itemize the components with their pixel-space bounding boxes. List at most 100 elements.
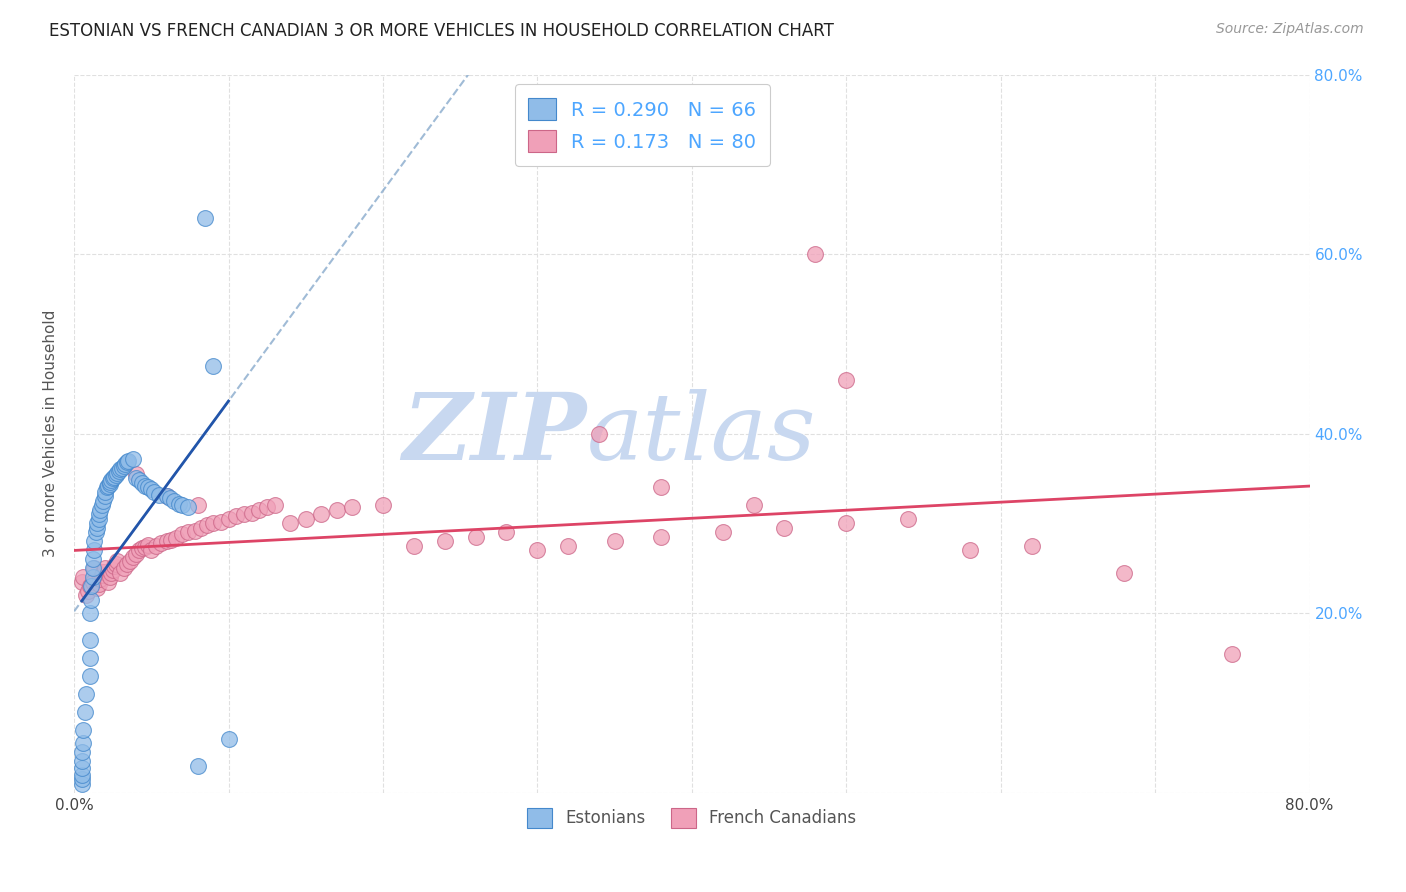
Point <box>209 515 232 529</box>
Point <box>172 527 194 541</box>
Point <box>98 476 121 491</box>
Point <box>309 508 332 522</box>
Point <box>195 518 218 533</box>
Point <box>145 539 167 553</box>
Point <box>79 579 101 593</box>
Point <box>121 451 143 466</box>
Point <box>240 506 263 520</box>
Point <box>121 550 143 565</box>
Point <box>87 512 110 526</box>
Point <box>112 458 135 473</box>
Point <box>128 473 150 487</box>
Point <box>86 516 108 531</box>
Point <box>103 559 125 574</box>
Point <box>125 471 148 485</box>
Point <box>105 554 128 568</box>
Point <box>82 574 104 589</box>
Point <box>256 500 278 515</box>
Point <box>101 471 124 485</box>
Point <box>959 543 981 558</box>
Point <box>773 521 796 535</box>
Point <box>111 460 134 475</box>
Point <box>131 475 153 490</box>
Point <box>526 543 548 558</box>
Point <box>79 651 101 665</box>
Point <box>72 736 94 750</box>
Point <box>104 467 127 482</box>
Point <box>84 525 107 540</box>
Point <box>93 494 115 508</box>
Point <box>86 581 108 595</box>
Point <box>75 687 97 701</box>
Point <box>90 568 112 582</box>
Point <box>371 499 394 513</box>
Point <box>82 561 104 575</box>
Point <box>72 570 94 584</box>
Point <box>105 466 128 480</box>
Text: ESTONIAN VS FRENCH CANADIAN 3 OR MORE VEHICLES IN HOUSEHOLD CORRELATION CHART: ESTONIAN VS FRENCH CANADIAN 3 OR MORE VE… <box>49 22 834 40</box>
Point <box>75 588 97 602</box>
Point <box>89 572 111 586</box>
Point <box>557 539 579 553</box>
Point <box>108 464 131 478</box>
Point <box>804 247 827 261</box>
Point <box>141 543 163 558</box>
Point <box>103 469 125 483</box>
Point <box>711 525 734 540</box>
Point <box>70 772 93 787</box>
Point <box>125 467 148 481</box>
Text: Source: ZipAtlas.com: Source: ZipAtlas.com <box>1216 22 1364 37</box>
Point <box>172 499 194 513</box>
Point <box>247 503 270 517</box>
Point <box>134 540 156 554</box>
Point <box>202 359 225 374</box>
Point <box>187 758 209 772</box>
Point <box>603 534 626 549</box>
Point <box>202 516 225 531</box>
Point <box>93 565 115 579</box>
Point <box>325 503 347 517</box>
Point <box>96 480 118 494</box>
Point <box>97 478 120 492</box>
Point <box>218 731 240 746</box>
Point <box>101 563 124 577</box>
Point <box>340 500 363 515</box>
Point <box>163 494 186 508</box>
Point <box>125 547 148 561</box>
Point <box>83 543 105 558</box>
Point <box>588 426 610 441</box>
Point <box>165 531 187 545</box>
Point <box>70 754 93 768</box>
Point <box>433 534 456 549</box>
Point <box>495 525 517 540</box>
Point <box>177 525 200 540</box>
Point <box>104 557 127 571</box>
Point <box>136 480 159 494</box>
Point <box>233 508 256 522</box>
Point <box>80 592 103 607</box>
Point <box>742 499 765 513</box>
Point <box>79 633 101 648</box>
Point <box>83 561 105 575</box>
Point <box>650 530 672 544</box>
Point <box>218 512 240 526</box>
Point <box>225 509 247 524</box>
Point <box>87 577 110 591</box>
Point <box>141 482 163 496</box>
Point <box>70 574 93 589</box>
Point <box>402 539 425 553</box>
Legend: Estonians, French Canadians: Estonians, French Canadians <box>520 801 863 835</box>
Point <box>149 536 172 550</box>
Point <box>148 488 170 502</box>
Point <box>115 455 138 469</box>
Point <box>128 543 150 558</box>
Point <box>79 606 101 620</box>
Point <box>117 453 139 467</box>
Point <box>156 490 179 504</box>
Point <box>650 480 672 494</box>
Point <box>156 534 179 549</box>
Point <box>278 516 301 531</box>
Point <box>70 745 93 759</box>
Point <box>87 508 110 522</box>
Point <box>86 521 108 535</box>
